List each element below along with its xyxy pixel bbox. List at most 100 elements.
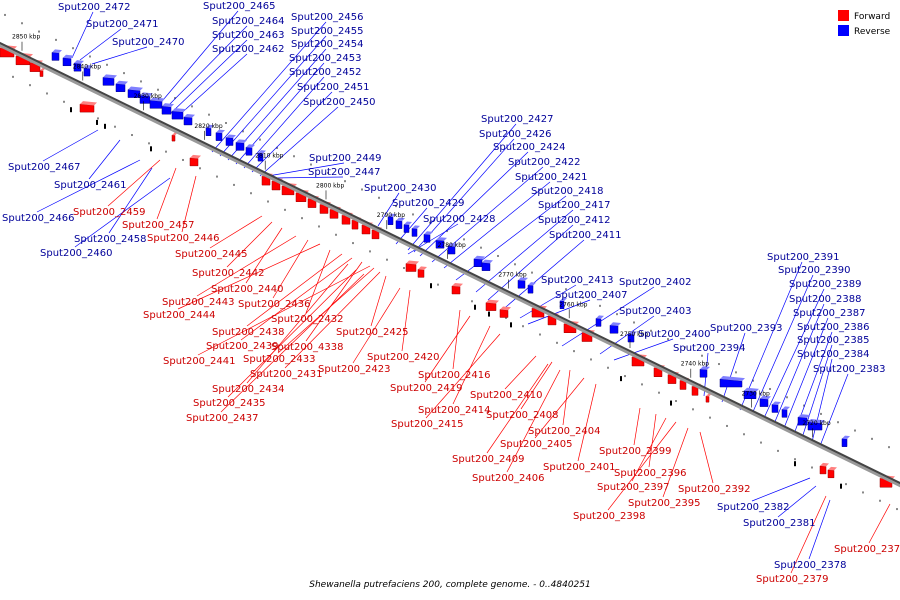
forward-gene-label: Sput200_2406 [472,473,545,484]
guide-dot [276,146,278,149]
forward-gene-leader [177,243,321,310]
guide-dot [726,424,728,427]
reverse-gene-label: Sput200_2472 [58,2,131,13]
guide-dot [157,88,159,91]
guide-dot [148,142,150,145]
reverse-gene-leader [91,46,148,65]
forward-gene-leader [352,287,401,364]
guide-dot [216,175,218,178]
forward-gene-leader [209,215,263,249]
reverse-gene-leader [267,162,345,177]
forward-gene-label: Sput200_2415 [391,419,464,430]
reverse-gene-leader [169,39,248,115]
reverse-gene-leader [175,53,248,119]
reverse-gene [595,315,604,327]
guide-dot [182,158,184,161]
forward-gene-leader [246,263,349,384]
reverse-gene-leader [475,209,574,293]
forward-gene-label: Sput200_2396 [614,468,687,479]
guide-dot [820,412,822,415]
reverse-gene [395,217,405,229]
minor-feature [104,123,106,129]
scale-tick-label: 2720 kbp [802,420,830,427]
reverse-gene [517,277,528,289]
guide-dot [412,213,414,216]
minor-feature [150,146,152,152]
reverse-gene-label: Sput200_2460 [40,248,113,259]
reverse-gene-leader [71,11,94,59]
guide-dot [293,155,295,158]
reverse-gene [161,103,174,115]
reverse-gene-label: Sput200_2411 [549,230,622,241]
forward-gene-label: Sput200_2431 [250,369,323,380]
forward-gene-leader [699,431,714,484]
reverse-gene-leader [395,207,428,245]
guide-dot [777,449,779,452]
reverse-gene-leader [777,485,817,518]
forward-gene-leader [246,253,343,327]
forward-gene-label: Sput200_2401 [543,462,616,473]
guide-dot [267,200,269,203]
forward-gene-label: Sput200_2404 [528,426,601,437]
reverse-gene [481,259,493,271]
guide-dot [29,84,31,87]
guide-dot [854,429,856,432]
reverse-gene [719,376,745,388]
forward-gene-label: Sput200_2432 [271,314,344,325]
forward-gene [79,101,97,113]
guide-dot [675,400,677,403]
forward-gene-leader [790,495,827,574]
forward-gene-leader [648,413,657,468]
reverse-gene-leader [783,317,829,429]
forward-gene-label: Sput200_2414 [418,405,491,416]
label-leader-lines [36,10,891,574]
forward-gene-label: Sput200_2425 [336,327,409,338]
guide-dot [335,233,337,236]
guide-dot [743,433,745,436]
reverse-gene-label: Sput200_2461 [54,180,127,191]
guide-dot [667,338,669,341]
minor-feature [96,119,98,125]
reverse-gene-label: Sput200_2383 [813,364,886,375]
reverse-gene-label: Sput200_2400 [638,329,711,340]
reverse-gene [627,331,637,343]
reverse-gene-label: Sput200_2447 [308,167,381,178]
reverse-gene-label: Sput200_2394 [673,343,746,354]
forward-gene-label: Sput200_2457 [122,220,195,231]
reverse-gene-label: Sput200_2378 [774,560,847,571]
forward-gene-label: Sput200_2379 [756,574,829,585]
forward-gene [189,154,201,167]
minor-feature [488,311,490,317]
guide-dot [760,441,762,444]
reverse-gene [115,80,128,92]
reverse-gene [797,414,810,426]
reverse-gene [447,243,458,255]
reverse-gene [149,97,165,109]
forward-gene-leader [196,235,297,297]
reverse-gene [759,395,771,407]
forward-gene-leader [504,355,537,390]
forward-gene-label: Sput200_2459 [73,207,146,218]
forward-gene-label: Sput200_2443 [162,297,235,308]
forward-gene-label: Sput200_2398 [573,511,646,522]
forward-gene-leader [633,407,641,446]
legend-forward-label: Forward [854,12,890,22]
forward-gene-label: Sput200_2410 [470,390,543,401]
forward-gene [417,266,427,278]
reverse-gene-label: Sput200_2387 [793,308,866,319]
forward-gene-label: Sput200_2446 [147,233,220,244]
guide-dot [573,350,575,353]
forward-gene-label: Sput200_2405 [500,439,573,450]
guide-dot [709,416,711,419]
forward-gene-label: Sput200_2408 [486,410,559,421]
reverse-gene-leader [613,338,674,361]
scale-tick-label: 2820 kbp [194,123,222,130]
reverse-gene-label: Sput200_2467 [8,162,81,173]
reverse-gene [807,419,825,431]
legend-forward-swatch [838,10,849,21]
guide-dot [403,267,405,270]
forward-gene-leader [520,361,553,410]
genome-axis [0,41,900,485]
forward-gene-label: Sput200_2442 [192,268,265,279]
